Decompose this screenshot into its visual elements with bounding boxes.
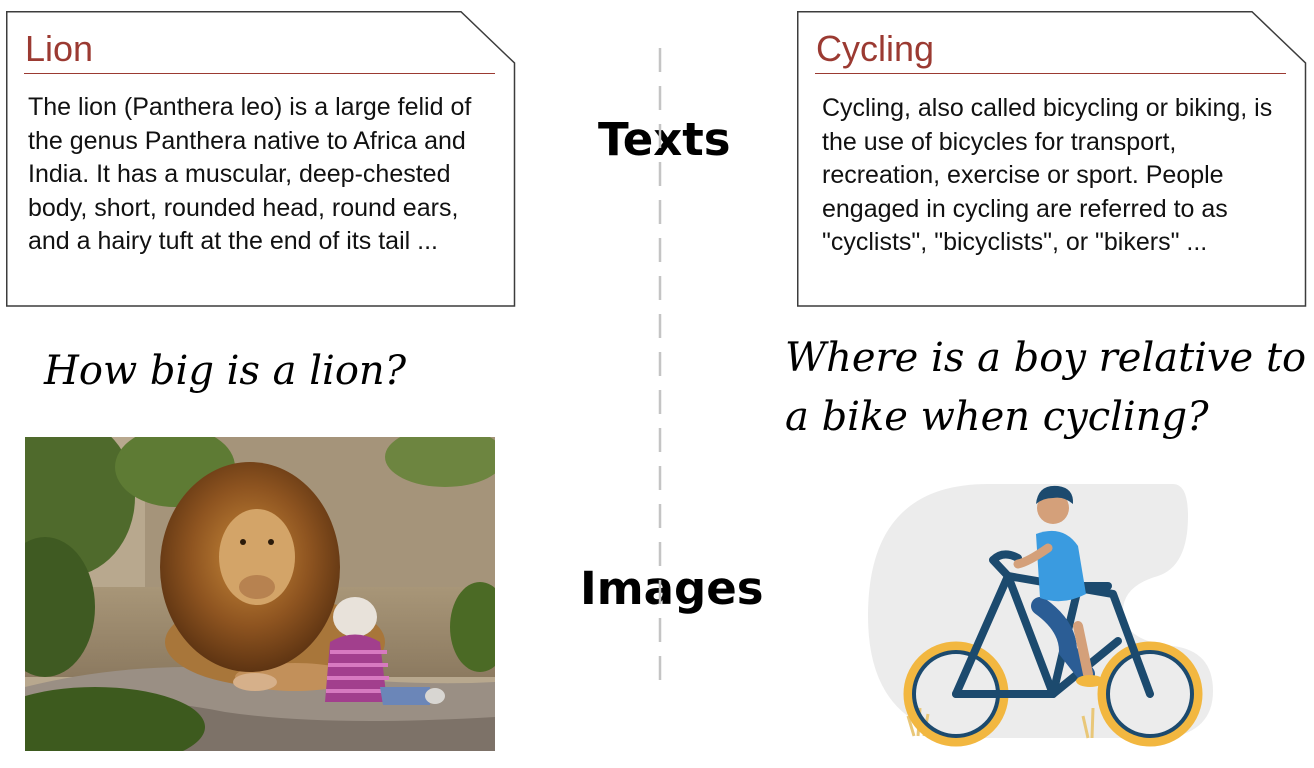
texts-label: Texts [598,113,731,166]
card-title: Cycling [816,28,935,69]
card-title: Lion [25,28,94,69]
boy-riding-bicycle-illustration [868,484,1213,747]
document-card-shape [6,11,516,307]
text-card-lion: Lion The lion (Panthera leo) is a large … [6,11,516,307]
title-underline [24,73,495,74]
question-cycling: Where is a boy relative to a bike when c… [785,335,1307,440]
card-body-text: Cycling, also called bicycling or biking… [822,94,1273,256]
dashed-divider [658,48,662,683]
lion-and-child-photo [25,437,495,751]
title-underline [815,73,1286,74]
question-lion: How big is a lion? [44,348,407,394]
images-label: Images [580,562,764,615]
text-card-cycling: Cycling Cycling, also called bicycling o… [797,11,1307,307]
card-body-text: The lion (Panthera leo) is a large felid… [28,93,472,255]
document-card-shape [797,11,1307,307]
